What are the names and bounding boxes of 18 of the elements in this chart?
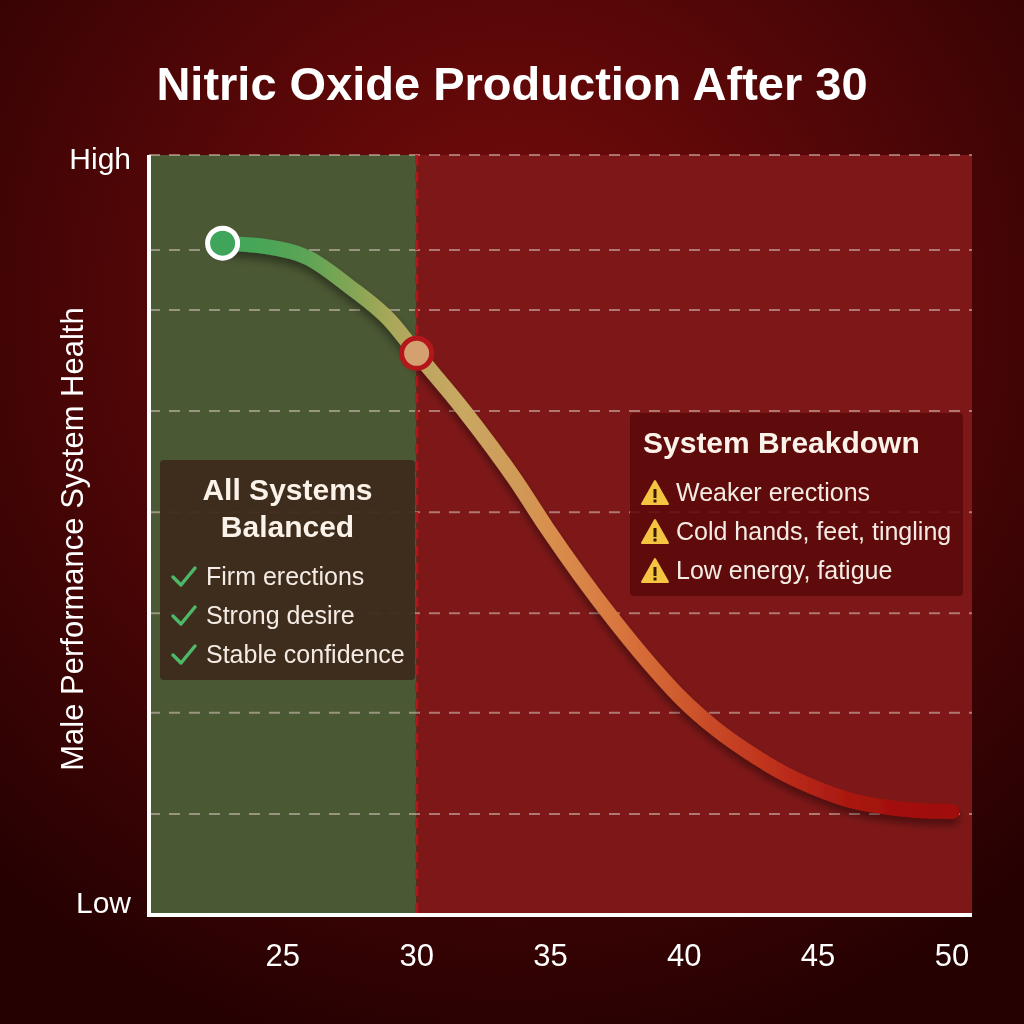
y-axis-title: Male Performance System Health <box>55 307 90 771</box>
x-tick-label: 25 <box>265 938 301 973</box>
annotation: Firm erections <box>206 562 365 590</box>
x-tick-label: 35 <box>533 938 568 973</box>
annotation: Weaker erections <box>676 478 871 506</box>
annotation: Stable confidence <box>206 640 405 668</box>
band-label: System Breakdown <box>643 426 920 459</box>
annotation: Low energy, fatigue <box>676 556 893 584</box>
x-tick-label: 40 <box>667 938 702 973</box>
x-tick-label: 30 <box>399 938 434 973</box>
x-tick-label: 45 <box>800 938 836 973</box>
annotation: Strong desire <box>206 601 355 629</box>
band-label: All Systems Balanced <box>202 473 373 543</box>
text: Low <box>75 886 132 919</box>
x-tick-label: 50 <box>934 938 970 973</box>
text: High <box>69 142 131 175</box>
annotation: Cold hands, feet, tingling <box>676 517 952 545</box>
chart-title: Nitric Oxide Production After 30 <box>156 57 868 110</box>
